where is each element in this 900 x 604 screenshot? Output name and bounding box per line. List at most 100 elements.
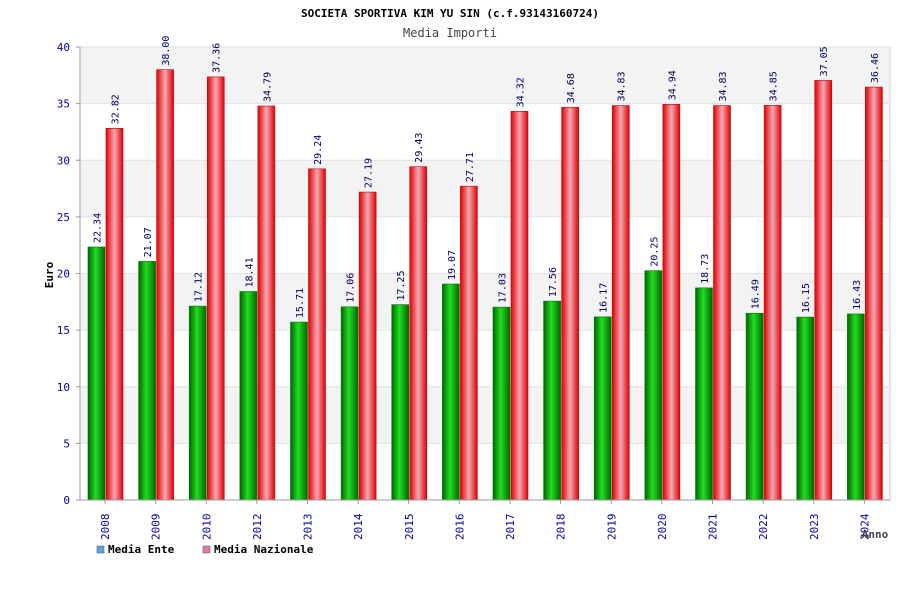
data-label: 34.83: [617, 71, 628, 101]
y-tick-label: 30: [57, 154, 70, 167]
data-label: 19.07: [447, 250, 458, 280]
bar-media-ente: [492, 306, 511, 501]
y-tick-label: 15: [57, 324, 70, 337]
y-tick-label: 25: [57, 211, 70, 224]
bar-media-ente: [745, 312, 764, 501]
data-label: 16.17: [599, 283, 610, 313]
bar-media-ente: [442, 283, 460, 501]
x-axis-label: Anno: [862, 528, 889, 541]
bar-media-nazionale: [814, 80, 833, 501]
data-label: 32.82: [111, 94, 122, 124]
legend: Media Ente Media Nazionale: [96, 543, 314, 556]
data-label: 36.46: [870, 53, 881, 83]
x-tick-label: 2016: [453, 514, 466, 541]
y-tick-label: 5: [63, 437, 70, 450]
bar-media-ente: [340, 306, 359, 501]
bar-media-ente: [188, 305, 207, 501]
bar-media-ente: [87, 246, 106, 501]
bar-media-nazionale: [865, 86, 883, 501]
data-label: 16.15: [801, 283, 812, 313]
data-label: 22.34: [93, 213, 104, 243]
y-tick-label: 0: [63, 494, 70, 507]
bar-media-nazionale: [611, 105, 630, 501]
data-label: 29.24: [313, 135, 324, 165]
bar-media-nazionale: [561, 106, 579, 501]
bar-media-ente: [138, 261, 156, 501]
data-label: 18.73: [700, 254, 711, 284]
bars-group: 22.34 32.82 21.07 38.00 17.12 37.36 18.41 34.79…: [87, 36, 883, 501]
x-tick-label: 2019: [605, 514, 618, 541]
data-label: 34.94: [667, 70, 678, 100]
bar-media-ente: [543, 300, 561, 501]
x-tick-label: 2018: [555, 514, 568, 541]
bar-media-ente: [290, 321, 308, 501]
x-tick-label: 2010: [200, 514, 213, 541]
bar-media-nazionale: [409, 166, 428, 501]
bar-media-nazionale: [713, 105, 731, 501]
data-label: 29.43: [414, 133, 425, 163]
y-axis: 0 5 10 15 20 25 30 35 40: [57, 41, 890, 507]
x-tick-label: 2009: [150, 514, 163, 541]
x-tick-label: 2012: [251, 514, 264, 541]
data-label: 34.32: [516, 77, 527, 107]
bar-media-ente: [796, 316, 815, 501]
data-label: 18.41: [244, 257, 255, 287]
x-tick-label: 2015: [403, 514, 416, 541]
y-axis-label: Euro: [43, 261, 56, 288]
data-label: 20.25: [649, 237, 660, 267]
bar-media-nazionale: [308, 168, 326, 501]
y-tick-label: 10: [57, 381, 70, 394]
data-label: 17.56: [548, 267, 559, 297]
data-label: 17.12: [194, 272, 205, 302]
data-label: 16.43: [852, 280, 863, 310]
data-label: 15.71: [295, 288, 306, 318]
bar-media-nazionale: [257, 105, 276, 501]
data-label: 17.25: [396, 271, 407, 301]
legend-swatch: [96, 545, 105, 554]
bar-media-nazionale: [206, 76, 225, 501]
bar-media-nazionale: [105, 128, 124, 501]
y-tick-label: 20: [57, 268, 70, 281]
data-label: 37.05: [819, 46, 830, 76]
chart-title: SOCIETA SPORTIVA KIM YU SIN (c.f.9314316…: [301, 7, 599, 20]
data-label: 38.00: [161, 36, 172, 66]
x-tick-label: 2020: [656, 514, 669, 541]
bar-media-ente: [239, 291, 258, 501]
chart-subtitle: Media Importi: [403, 26, 497, 40]
data-label: 34.79: [262, 72, 273, 102]
legend-swatch: [202, 545, 211, 554]
x-tick-label: 2023: [808, 514, 821, 541]
data-label: 27.71: [465, 152, 476, 182]
bar-media-nazionale: [763, 105, 782, 501]
data-label: 34.85: [769, 71, 780, 101]
bar-media-ente: [695, 287, 713, 501]
x-tick-label: 2024: [858, 513, 871, 540]
bar-media-ente: [847, 313, 865, 501]
bar-media-nazionale: [510, 111, 529, 501]
bar-media-nazionale: [156, 69, 174, 501]
data-label: 37.36: [212, 43, 223, 73]
bar-media-nazionale: [460, 185, 478, 501]
data-label: 17.03: [498, 273, 509, 303]
x-tick-label: 2013: [302, 514, 315, 541]
bar-media-nazionale: [358, 191, 377, 501]
data-label: 34.83: [718, 71, 729, 101]
data-label: 21.07: [143, 227, 154, 257]
bar-media-ente: [644, 270, 663, 501]
x-tick-label: 2014: [352, 513, 365, 540]
x-tick-label: 2017: [504, 514, 517, 541]
x-tick-label: 2021: [707, 514, 720, 541]
x-tick-label: 2008: [99, 514, 112, 541]
bar-media-ente: [593, 316, 612, 501]
bar-media-nazionale: [662, 104, 681, 501]
data-label: 34.68: [566, 73, 577, 103]
x-tick-label: 2022: [757, 514, 770, 541]
y-tick-label: 35: [57, 98, 70, 111]
x-axis: 2008 2009 2010 2012 2013 2014 2015 2016 2017 2018…: [99, 500, 871, 540]
data-label: 16.49: [751, 279, 762, 309]
bar-media-ente: [391, 304, 410, 501]
legend-label: Media Ente: [108, 543, 175, 556]
data-label: 17.06: [346, 273, 357, 303]
y-tick-label: 40: [57, 41, 70, 54]
